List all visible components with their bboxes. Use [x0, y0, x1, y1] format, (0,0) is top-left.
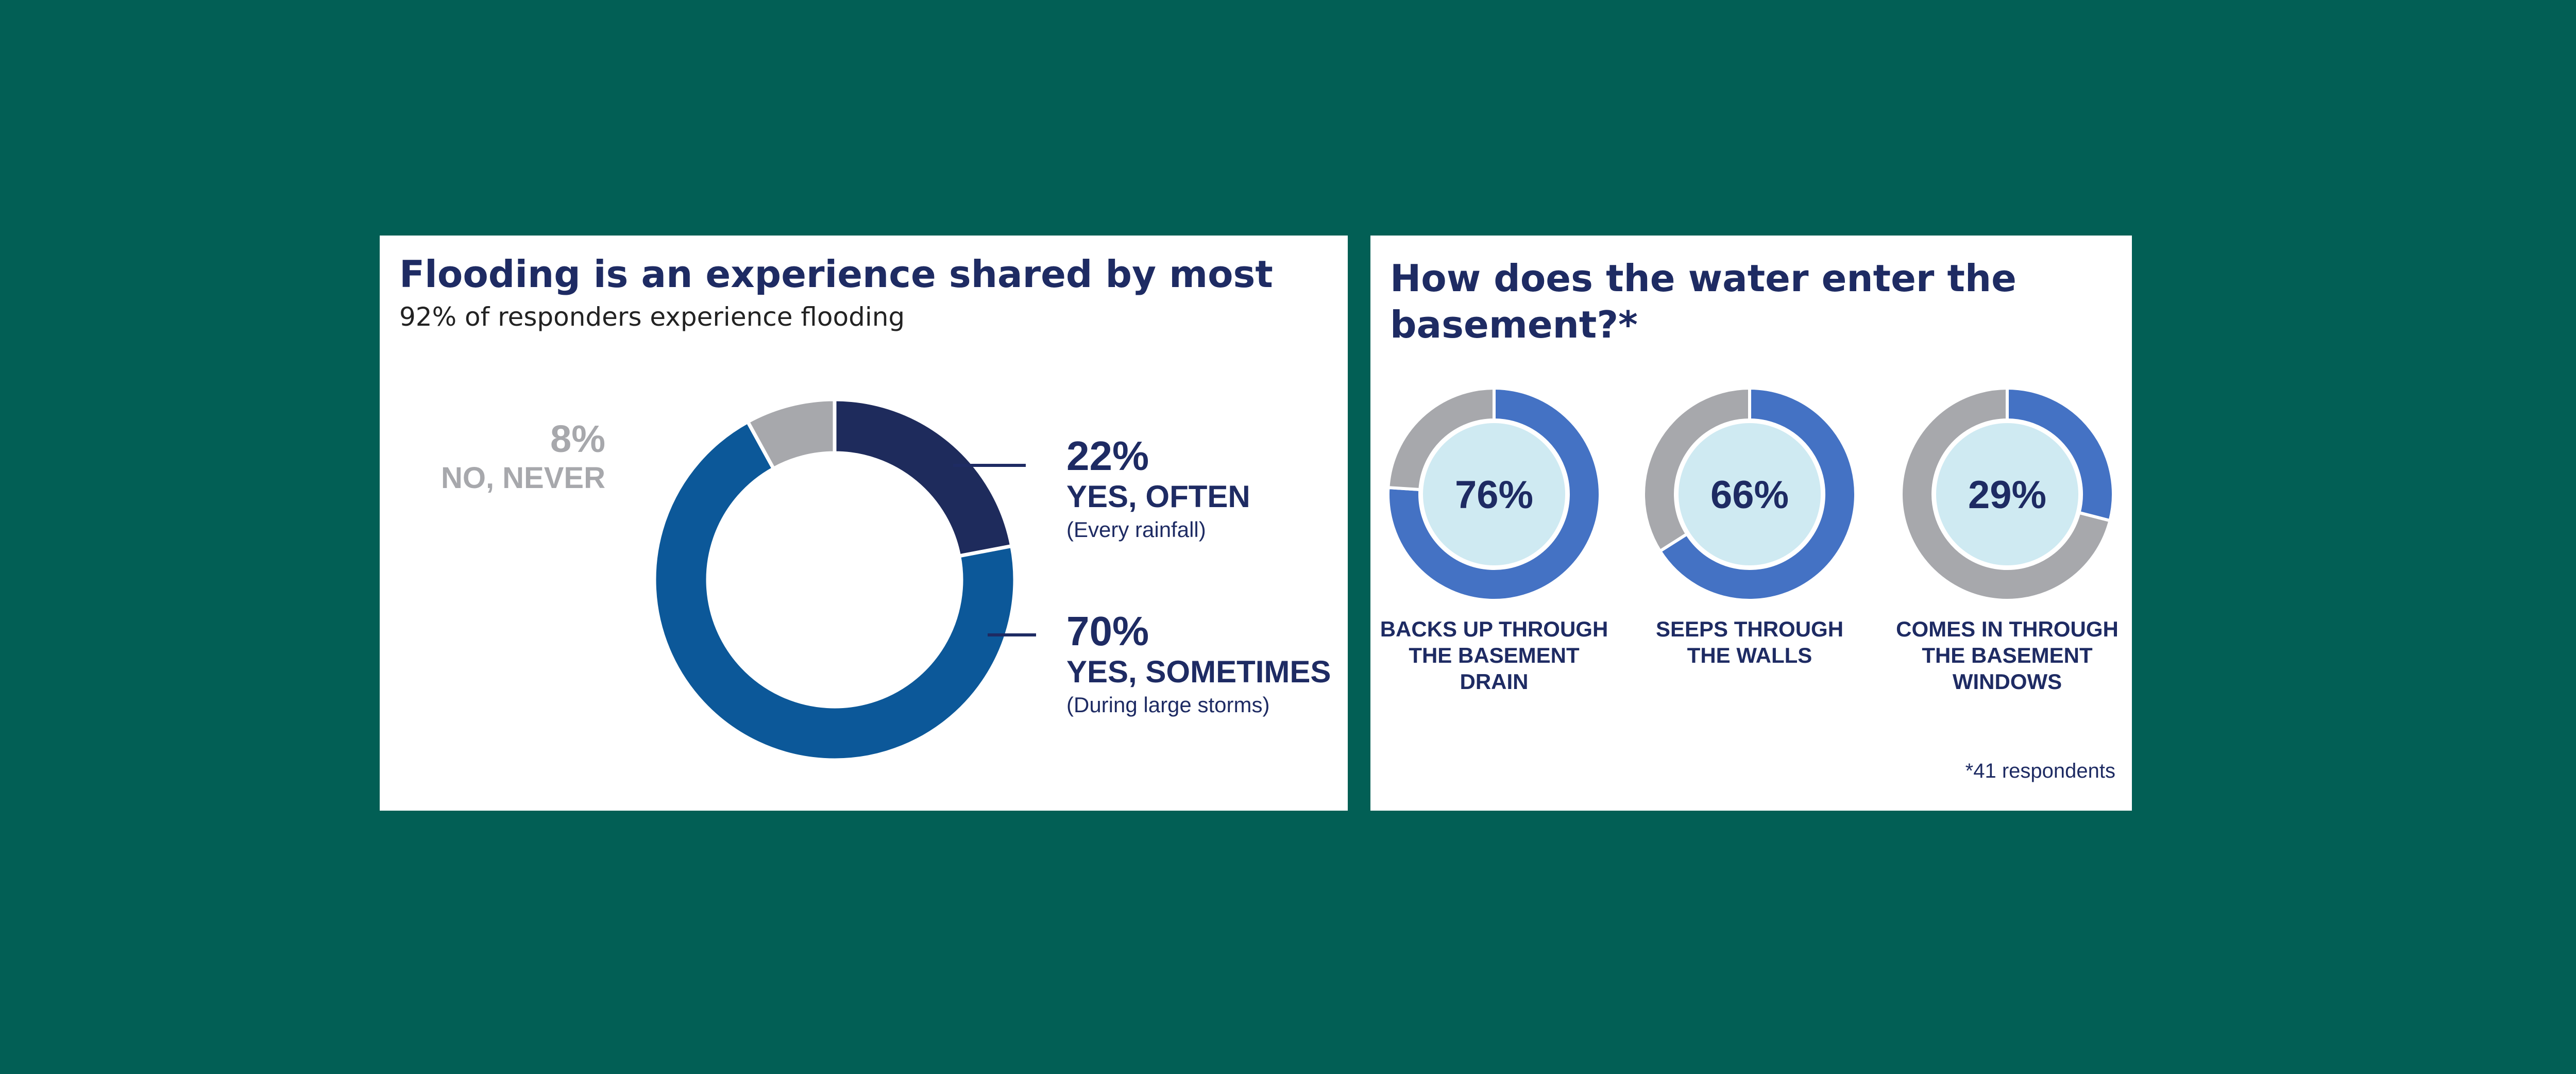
respondents-footnote: *41 respondents	[1965, 760, 2115, 782]
ring-value-arc	[1657, 386, 1857, 602]
never-percent-label: 8%	[550, 417, 605, 460]
sometimes-note: (During large storms)	[1066, 693, 1269, 717]
ring-value-label: 29%	[1968, 473, 2046, 517]
never-category-label: NO, NEVER	[441, 461, 605, 495]
often-category-label: YES, OFTEN	[1066, 479, 1250, 514]
ring-center	[1679, 423, 1821, 565]
flooding-experience-panel: Flooding is an experience shared by most…	[380, 236, 1348, 811]
ring-value-label: 76%	[1455, 473, 1533, 517]
water-entry-panel: How does the water enter the basement?* …	[1370, 236, 2132, 811]
often-note: (Every rainfall)	[1066, 517, 1206, 542]
ring-value-label: 66%	[1710, 473, 1789, 517]
ring-center	[1423, 423, 1565, 565]
ring-caption-line: THE BASEMENT	[1409, 643, 1580, 667]
ring-caption-line: DRAIN	[1460, 669, 1529, 694]
ring-remainder-arc	[1900, 386, 2112, 602]
ring-caption-line: THE BASEMENT	[1922, 643, 2093, 667]
ring-remainder-arc	[1386, 386, 1496, 492]
donut-slice-yes-often	[833, 397, 1014, 558]
ring-value-arc	[2006, 386, 2115, 523]
often-percent-label: 22%	[1066, 433, 1149, 479]
sometimes-category-label: YES, SOMETIMES	[1066, 655, 1331, 689]
ring-caption-line: THE WALLS	[1687, 643, 1812, 667]
ring-caption-line: WINDOWS	[1953, 669, 2062, 694]
flooding-chart-svg: Flooding is an experience shared by most…	[399, 253, 1331, 762]
ring-caption-line: COMES IN THROUGH	[1896, 617, 2119, 641]
donut-slice-yes-sometimes	[652, 419, 1017, 762]
flooding-donut	[652, 397, 1017, 762]
ring-remainder-arc	[1642, 386, 1751, 553]
donut-slice-no-never	[745, 397, 837, 472]
ring-value-arc	[1386, 386, 1602, 602]
chart-title-line-1: How does the water enter the	[1390, 257, 2016, 300]
chart-subtitle: 92% of responders experience flooding	[399, 302, 905, 332]
ring-caption-line: BACKS UP THROUGH	[1380, 617, 1608, 641]
ring-caption-line: SEEPS THROUGH	[1656, 617, 1843, 641]
water-entry-chart-svg: How does the water enter the basement?* …	[1380, 257, 2119, 782]
chart-title: Flooding is an experience shared by most	[399, 253, 1273, 296]
sometimes-percent-label: 70%	[1066, 608, 1149, 654]
chart-title-line-2: basement?*	[1390, 303, 1638, 346]
ring-center	[1936, 423, 2078, 565]
